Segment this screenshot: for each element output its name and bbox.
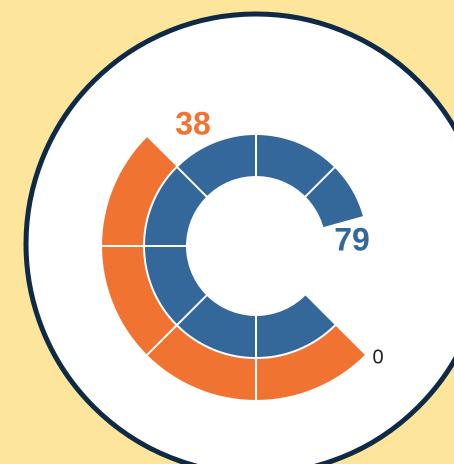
min-label: 0 [372, 346, 383, 368]
segment-divider [175, 165, 208, 198]
rings [101, 133, 369, 401]
ring-gap [143, 133, 369, 359]
outer-value-label: 38 [175, 105, 211, 141]
segment-divider [145, 323, 179, 357]
segment-divider [304, 165, 337, 198]
inner-value-label: 79 [334, 221, 370, 257]
segment-divider [175, 294, 208, 327]
